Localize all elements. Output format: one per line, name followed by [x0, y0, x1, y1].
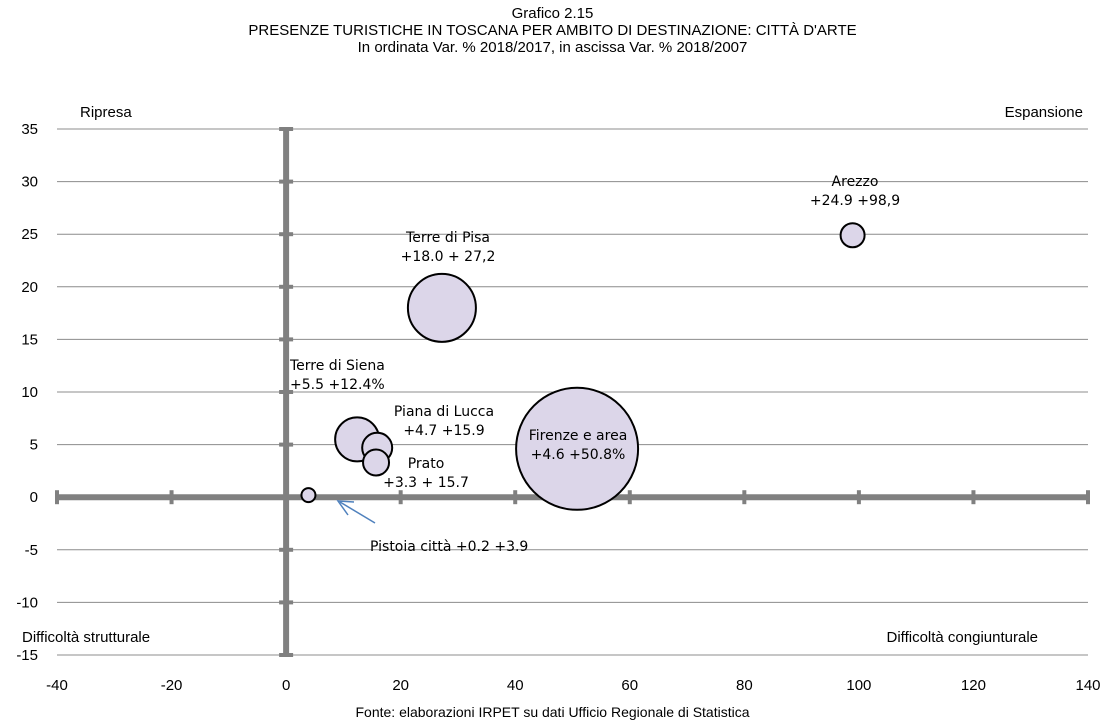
bubble-pistoia-citt- [300, 487, 317, 504]
bubble-firenze-e-area [515, 386, 640, 511]
point-label: +4.6 +50.8% [531, 447, 626, 463]
point-label: Arezzo [832, 174, 879, 190]
quadrant-label-bottom-right: Difficoltà congiunturale [887, 629, 1038, 646]
y-tick-label: 0 [30, 489, 38, 506]
x-tick-label: -20 [161, 677, 183, 694]
bubbles [300, 222, 866, 511]
point-label: Pistoia città +0.2 +3.9 [370, 539, 528, 555]
y-tick-label: 10 [21, 384, 38, 401]
x-tick-label: 40 [507, 677, 524, 694]
point-label: Prato [408, 456, 445, 472]
x-tick-label: 80 [736, 677, 753, 694]
y-tick-label: -5 [25, 542, 38, 559]
x-tick-label: 100 [846, 677, 871, 694]
bubble-arezzo [839, 222, 866, 249]
chart-figure-number: Grafico 2.15 [511, 5, 594, 22]
y-tick-label: 5 [30, 437, 38, 454]
point-labels: Firenze e area +4.6 +50.8% Terre di Pisa +1… [289, 174, 900, 555]
chart-title: PRESENZE TURISTICHE IN TOSCANA PER AMBIT… [248, 22, 857, 39]
pistoia-arrow [339, 501, 376, 524]
bubble-terre-di-pisa [406, 272, 477, 343]
point-label: Firenze e area [529, 428, 628, 444]
x-tick-label: 60 [621, 677, 638, 694]
point-label: +24.9 +98,9 [810, 193, 900, 209]
y-tick-label: -10 [16, 594, 38, 611]
point-label: +3.3 + 15.7 [383, 475, 469, 491]
y-tick-label: 30 [21, 174, 38, 191]
x-tick-label: -40 [46, 677, 68, 694]
gridlines [57, 128, 1088, 656]
chart-subtitle: In ordinata Var. % 2018/2017, in ascissa… [357, 39, 748, 56]
point-label: Terre di Siena [289, 358, 385, 374]
bubble-prato [362, 448, 391, 477]
quadrant-label-bottom-left: Difficoltà strutturale [22, 629, 150, 646]
y-tick-label: 35 [21, 121, 38, 138]
y-tick-label: 20 [21, 279, 38, 296]
source-note: Fonte: elaborazioni IRPET su dati Uffici… [355, 704, 750, 720]
x-tick-label: 20 [392, 677, 409, 694]
x-tick-label: 0 [282, 677, 290, 694]
y-tick-label: 25 [21, 226, 38, 243]
point-label: +18.0 + 27,2 [401, 249, 496, 265]
x-tick-label: 120 [961, 677, 986, 694]
quadrant-label-top-left: Ripresa [80, 104, 132, 121]
y-tick-label: 15 [21, 331, 38, 348]
quadrant-labels: Ripresa Espansione Difficoltà struttural… [22, 104, 1083, 646]
y-tick-label: -15 [16, 647, 38, 664]
point-label: +5.5 +12.4% [290, 377, 385, 393]
point-label: Piana di Lucca [394, 404, 494, 420]
pistoia-arrow-head [336, 500, 355, 516]
point-label: +4.7 +15.9 [403, 423, 484, 439]
point-label: Terre di Pisa [405, 230, 490, 246]
x-tick-label: 140 [1075, 677, 1100, 694]
quadrant-label-top-right: Espansione [1005, 104, 1083, 121]
tick-labels: -15 -10 -5 0 5 10 15 20 25 30 35 -40 -20 0 20 40 60 80 100… [16, 121, 1100, 694]
